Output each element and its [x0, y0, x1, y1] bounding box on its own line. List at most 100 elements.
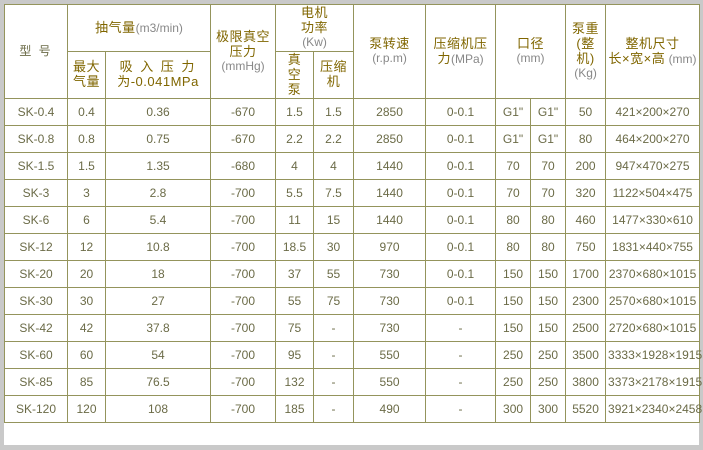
cell-suction-pressure: 1.35 [104, 152, 212, 181]
header-overall-size-line2: 长×宽×高 [608, 50, 666, 66]
header-pump-weight-unit: (Kg) [574, 66, 597, 81]
cell-bore-in: G1" [495, 98, 532, 127]
cell-bore-out: 250 [530, 341, 567, 370]
cell-pump-speed: 550 [353, 341, 427, 370]
cell-overall-size: 2370×680×1015 [605, 260, 701, 289]
table-body: SK-0.4 0.4 0.36 -670 1.5 1.5 2850 0-0.1 G1" G1" 50… [4, 98, 702, 424]
cell-suction-pressure: 0.75 [104, 125, 212, 154]
header-model: 型 号 [4, 3, 68, 100]
cell-pump-weight: 200 [565, 152, 607, 181]
table-row: SK-120 120 108 -700 185-490-300 300 5520 3921×2… [4, 395, 702, 424]
cell-motor-compressor: 7.5 [313, 179, 355, 208]
cell-max-air: 6 [67, 206, 106, 235]
cell-compressor-pressure: 0-0.1 [425, 287, 497, 316]
cell-suction-pressure: 2.8 [104, 179, 212, 208]
header-overall-size: 整机尺寸 长×宽×高 (mm) [605, 3, 701, 100]
cell-compressor-pressure: 0-0.1 [425, 125, 497, 154]
cell-overall-size: 947×470×275 [605, 152, 701, 181]
cell-motor-vacuum-pump: 185 [275, 395, 315, 424]
table-header: 型 号 抽气量(m3/min) 极限真空 压力 (mmHg) 电机 功率 (Kw… [4, 3, 701, 100]
cell-model: SK-3 [4, 179, 68, 208]
cell-max-air: 3 [67, 179, 106, 208]
cell-max-air: 12 [67, 233, 106, 262]
cell-bore-in: G1" [495, 125, 532, 154]
cell-bore-in: 250 [495, 341, 532, 370]
cell-bore-in: 250 [495, 368, 532, 397]
cell-motor-vacuum-pump: 37 [275, 260, 315, 289]
cell-motor-compressor: 15 [313, 206, 355, 235]
cell-bore-out: 250 [530, 368, 567, 397]
table-row: SK-12 12 10.8 -700 18.5 30 970 0-0.1 80 80 750 1831… [4, 233, 701, 262]
cell-compressor-pressure: - [425, 341, 497, 370]
spec-table-container: 型 号 抽气量(m3/min) 极限真空 压力 (mmHg) 电机 功率 (Kw… [4, 3, 702, 445]
cell-pump-weight: 750 [565, 233, 607, 262]
cell-motor-vacuum-pump: 4 [275, 152, 315, 181]
cell-suction-pressure: 27 [104, 287, 212, 316]
cell-compressor-pressure: - [425, 368, 497, 397]
table-row: SK-0.4 0.4 0.36 -670 1.5 1.5 2850 0-0.1 G1" G1" 50… [4, 98, 701, 127]
cell-max-air: 20 [67, 260, 106, 289]
cell-motor-vacuum-pump: 1.5 [275, 98, 315, 127]
cell-motor-vacuum-pump: 11 [275, 206, 315, 235]
cell-compressor-pressure: 0-0.1 [425, 152, 497, 181]
header-overall-size-unit: (mm) [668, 51, 697, 66]
cell-ultimate-vacuum: -680 [210, 152, 277, 181]
cell-motor-compressor: - [313, 314, 355, 343]
cell-motor-compressor: 2.2 [313, 125, 355, 154]
header-vacuum-pump-char-2: 空 [287, 66, 302, 82]
cell-pump-weight: 80 [565, 125, 607, 154]
cell-bore-in: 70 [495, 179, 532, 208]
cell-pump-speed: 970 [353, 233, 427, 262]
cell-suction-pressure: 10.8 [104, 233, 212, 262]
cell-motor-compressor: 30 [313, 233, 355, 262]
cell-suction-pressure: 37.8 [104, 314, 212, 343]
cell-overall-size: 1122×504×475 [605, 179, 701, 208]
cell-bore-out: G1" [530, 98, 567, 127]
header-capacity-group-label: 抽气量 [95, 19, 136, 35]
cell-overall-size: 3373×2178×1915 [605, 368, 702, 397]
header-motor-power-group: 电机 功率 (Kw) [275, 4, 355, 52]
cell-model: SK-85 [4, 368, 68, 397]
cell-motor-vacuum-pump: 18.5 [275, 233, 315, 262]
cell-ultimate-vacuum: -670 [210, 98, 277, 127]
cell-pump-weight: 3500 [565, 341, 607, 370]
cell-motor-vacuum-pump: 2.2 [275, 125, 315, 154]
table-row: SK-42 42 37.8 -700 75-730-150 150 2500 2720×680… [4, 314, 701, 343]
cell-pump-speed: 1440 [353, 152, 427, 181]
cell-ultimate-vacuum: -700 [210, 287, 277, 316]
header-ultimate-vacuum-line1: 极限真空 [216, 28, 271, 44]
cell-motor-compressor: 75 [313, 287, 355, 316]
table-row: SK-6 6 5.4 -700 11 15 1440 0-0.1 80 80 460 1477×330… [4, 206, 701, 235]
cell-compressor-pressure: 0-0.1 [425, 206, 497, 235]
cell-pump-speed: 490 [353, 395, 427, 424]
cell-bore-in: 80 [495, 233, 532, 262]
header-motor-vacuum-pump: 真 空 泵 [275, 50, 315, 100]
cell-bore-in: 150 [495, 314, 532, 343]
cell-max-air: 0.4 [67, 98, 106, 127]
cell-bore-in: 150 [495, 260, 532, 289]
header-max-air-line2: 气量 [72, 74, 100, 90]
cell-suction-pressure: 54 [104, 341, 212, 370]
cell-pump-weight: 50 [565, 98, 607, 127]
header-pump-weight: 泵重 (整机) (Kg) [565, 3, 607, 100]
cell-pump-speed: 2850 [353, 125, 427, 154]
cell-compressor-pressure: 0-0.1 [425, 179, 497, 208]
cell-max-air: 85 [67, 368, 106, 397]
cell-motor-vacuum-pump: 132 [275, 368, 315, 397]
cell-bore-out: 80 [530, 206, 567, 235]
cell-motor-compressor: - [313, 341, 355, 370]
cell-overall-size: 421×200×270 [605, 98, 701, 127]
cell-suction-pressure: 18 [104, 260, 212, 289]
cell-model: SK-30 [4, 287, 68, 316]
cell-overall-size: 464×200×270 [605, 125, 701, 154]
cell-pump-speed: 1440 [353, 179, 427, 208]
header-capacity-group: 抽气量(m3/min) [66, 4, 212, 52]
cell-pump-speed: 730 [353, 260, 427, 289]
cell-max-air: 0.8 [67, 125, 106, 154]
cell-motor-vacuum-pump: 75 [275, 314, 315, 343]
cell-ultimate-vacuum: -670 [210, 125, 277, 154]
cell-bore-out: 70 [530, 179, 567, 208]
header-ultimate-vacuum-unit: (mmHg) [221, 58, 265, 73]
cell-pump-weight: 3800 [565, 368, 607, 397]
cell-bore-out: 150 [530, 314, 567, 343]
